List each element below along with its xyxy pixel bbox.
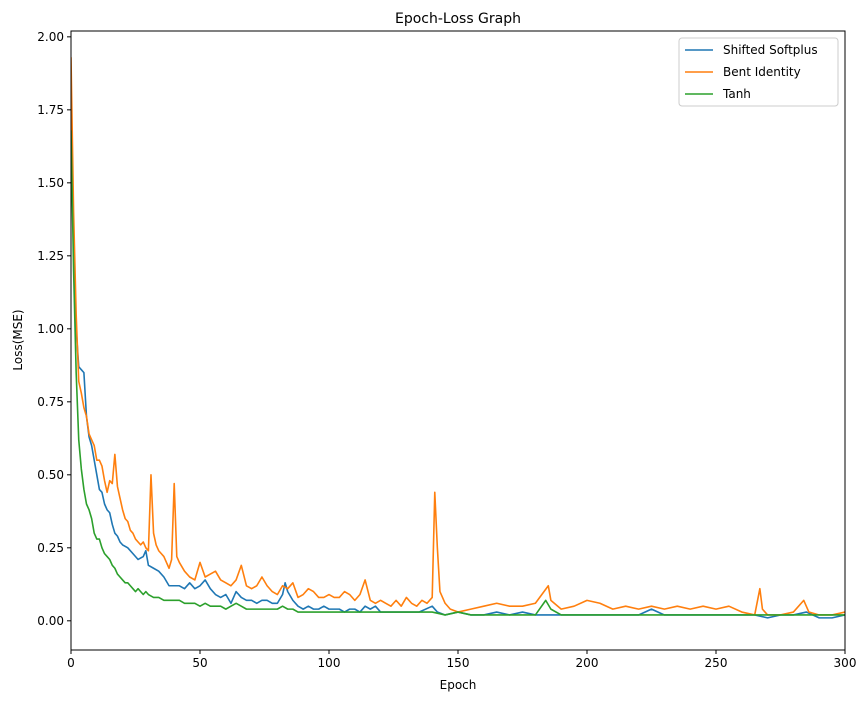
y-tick-label: 0.50 xyxy=(37,468,64,482)
series-line-1 xyxy=(71,57,845,616)
y-tick-label: 2.00 xyxy=(37,30,64,44)
legend-entry-1: Bent Identity xyxy=(723,65,801,79)
y-axis-label: Loss(MSE) xyxy=(11,309,25,370)
x-axis-label: Epoch xyxy=(440,678,477,692)
y-tick-label: 1.25 xyxy=(37,249,64,263)
plot-area-frame xyxy=(70,30,846,651)
x-tick-label: 150 xyxy=(447,656,470,670)
chart-title: Epoch-Loss Graph xyxy=(395,11,521,27)
x-tick-label: 0 xyxy=(67,656,75,670)
legend-entry-0: Shifted Softplus xyxy=(723,43,818,57)
y-tick-label: 0.25 xyxy=(37,541,64,555)
series-layer xyxy=(71,57,845,619)
legend-entry-2: Tanh xyxy=(722,87,751,101)
legend: Shifted Softplus Bent Identity Tanh xyxy=(678,37,839,107)
y-tick-label: 1.75 xyxy=(37,103,64,117)
y-tick-label: 0.00 xyxy=(37,614,64,628)
series-line-0 xyxy=(71,133,845,619)
x-tick-label: 200 xyxy=(576,656,599,670)
x-tick-label: 300 xyxy=(834,656,857,670)
y-tick-label: 0.75 xyxy=(37,395,64,409)
series-line-2 xyxy=(71,130,845,616)
x-tick-label: 50 xyxy=(192,656,207,670)
legend-box xyxy=(678,37,839,107)
x-tick-label: 250 xyxy=(705,656,728,670)
y-tick-label: 1.00 xyxy=(37,322,64,336)
y-axis: 0.00 0.25 0.50 0.75 1.00 1.25 1.50 1.75 2.00 xyxy=(37,30,71,628)
x-tick-label: 100 xyxy=(318,656,341,670)
y-tick-label: 1.50 xyxy=(37,176,64,190)
x-axis: 0 50 100 150 200 250 300 xyxy=(67,650,856,670)
